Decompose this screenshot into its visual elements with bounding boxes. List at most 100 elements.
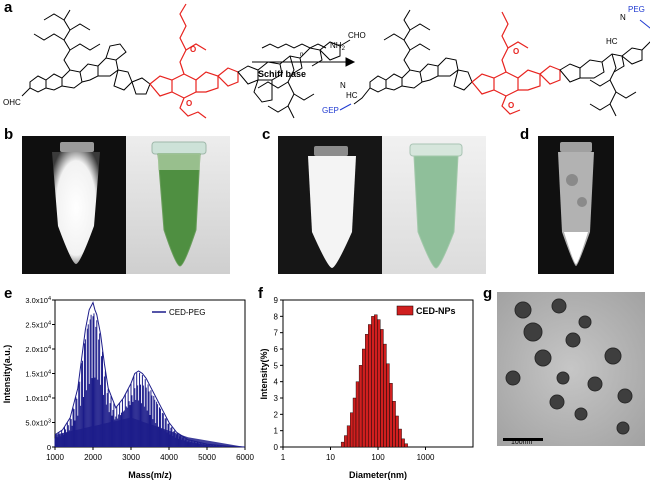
chart-f-bar — [401, 438, 405, 448]
arrow-label: Schiff base — [258, 69, 306, 79]
panel-letter-a: a — [4, 0, 13, 16]
chart-e-xlabel: Mass(m/z) — [128, 470, 172, 480]
chart-e-series-line — [54, 301, 246, 448]
tube-glow-b — [52, 142, 100, 264]
right-core-red — [471, 11, 561, 115]
chart-f-bar — [344, 435, 348, 448]
reagent-nh2: NH2 — [330, 41, 346, 52]
chart-f-ytick-label: 2 — [274, 410, 279, 419]
chart-f-legend: CED-NPs — [396, 305, 456, 316]
chart-f-bar — [352, 397, 357, 448]
reaction-scheme: CHO OHC O O Schiff base n NH2 — [3, 3, 650, 119]
reagent-subscript: n — [300, 52, 303, 58]
panel-letter-b: b — [4, 126, 14, 143]
photo-c-fluorescence — [278, 136, 382, 274]
chart-f-legend-swatch — [396, 305, 414, 316]
chart-f-xtick-label: 1000 — [417, 453, 435, 462]
chart-e-legend-text: CED-PEG — [169, 308, 205, 317]
chart-e-marks — [54, 301, 246, 448]
tem-particles: 100nm — [497, 292, 645, 446]
photo-d-fluorescence — [538, 136, 614, 274]
chart-f-bar — [340, 441, 345, 448]
chart-e-ylabel: Intensity(a.u.) — [2, 345, 12, 404]
chart-f-xlabel: Diameter(nm) — [349, 470, 407, 480]
left-core-red — [149, 3, 239, 119]
left-imine-n: N — [340, 81, 346, 90]
chart-f-bar — [355, 381, 360, 448]
panel-letter-f: f — [258, 285, 263, 302]
chart-f-ytick-label: 9 — [274, 296, 279, 305]
chart-f-ytick-label: 4 — [274, 378, 279, 387]
chart-f-bar — [398, 428, 402, 448]
chart-f-bar — [365, 334, 369, 448]
chart-e-xtick-label: 2000 — [84, 453, 102, 462]
chart-f-bar — [346, 425, 351, 448]
left-dpp-o-bottom: O — [186, 99, 192, 108]
chart-f-bar — [350, 412, 354, 448]
chart-e-xtick-label: 6000 — [236, 453, 254, 462]
chart-f-marks — [340, 314, 408, 448]
chart-f-bar — [389, 383, 393, 448]
chart-f-bar — [395, 415, 399, 448]
chart-f-bar — [368, 324, 372, 448]
photo-b-daylight — [126, 136, 230, 274]
left-ohc-label: OHC — [3, 98, 21, 107]
panel-letter-c: c — [262, 126, 271, 143]
chart-e-xtick-label: 5000 — [198, 453, 216, 462]
chart-e-legend: CED-PEG — [152, 308, 205, 317]
chart-e-xtick-label: 4000 — [160, 453, 178, 462]
chart-f-ytick-label: 8 — [274, 312, 279, 321]
chart-f-xtick-label: 10 — [326, 453, 335, 462]
chart-f-bar — [392, 401, 396, 448]
chart-e-ytick-label: 1.5x104 — [25, 370, 51, 379]
tube-glow-c — [308, 146, 356, 268]
chart-f-ylabel: Intensity(%) — [259, 348, 269, 399]
tube-glow-d — [558, 142, 594, 266]
chart-f-bar — [371, 316, 375, 448]
left-imine-hc: HC — [346, 91, 358, 100]
chart-f-legend-text: CED-NPs — [416, 306, 456, 316]
chart-f-bar — [358, 365, 363, 448]
panel-letter-e: e — [4, 285, 13, 302]
left-molecule-right-half — [21, 39, 351, 119]
right-peg-label: PEG — [628, 5, 645, 14]
chart-f-ytick-label: 1 — [274, 427, 279, 436]
photo-b-fluorescence — [22, 136, 126, 274]
chart-mass-spectrum: 1000 2000 3000 4000 5000 6000 0 5.0x103 1.0x104 1… — [2, 296, 254, 480]
chart-e-ytick-label: 2.0x104 — [25, 345, 51, 354]
left-dpp-o-top: O — [190, 45, 196, 54]
chart-f-ytick-label: 6 — [274, 345, 279, 354]
right-molecule-right-half — [353, 41, 650, 117]
chart-e-ytick-label: 0 — [47, 443, 51, 452]
tube-green-c — [409, 143, 463, 269]
chart-f-ytick-label: 7 — [274, 329, 279, 338]
chart-f-bar — [362, 348, 366, 448]
panel-letter-g: g — [483, 285, 493, 302]
chart-e-ytick-label: 1.0x104 — [25, 394, 51, 403]
chart-f-bar — [380, 329, 384, 448]
left-cho-label: CHO — [348, 31, 366, 40]
right-gep-label: GEP — [322, 106, 339, 115]
right-dpp-o-bottom: O — [508, 101, 514, 110]
chart-f-ytick-label: 3 — [274, 394, 279, 403]
right-dpp-o-top: O — [513, 47, 519, 56]
reaction-arrow — [252, 43, 356, 67]
chart-e-ytick-label: 5.0x103 — [25, 419, 51, 428]
chart-f-bar — [377, 319, 381, 448]
chart-e-ticks: 1000 2000 3000 4000 5000 6000 0 5.0x103 1.0x104 1… — [25, 296, 254, 462]
right-imine-hc: HC — [606, 37, 618, 46]
chart-e-baseline-band — [55, 417, 245, 447]
tem-scalebar-label: 100nm — [511, 439, 533, 446]
chart-f-xtick-label: 100 — [371, 453, 385, 462]
chart-f-ytick-label: 0 — [274, 443, 279, 452]
peg-links — [339, 19, 650, 111]
tube-green-b — [151, 141, 207, 267]
right-imine-n: N — [620, 13, 626, 22]
chart-e-ytick-label: 3.0x104 — [25, 296, 51, 305]
chart-e-ytick-label: 2.5x104 — [25, 321, 51, 330]
right-molecule — [369, 9, 473, 93]
tem-image: 100nm — [497, 292, 645, 446]
left-molecule — [29, 9, 151, 95]
